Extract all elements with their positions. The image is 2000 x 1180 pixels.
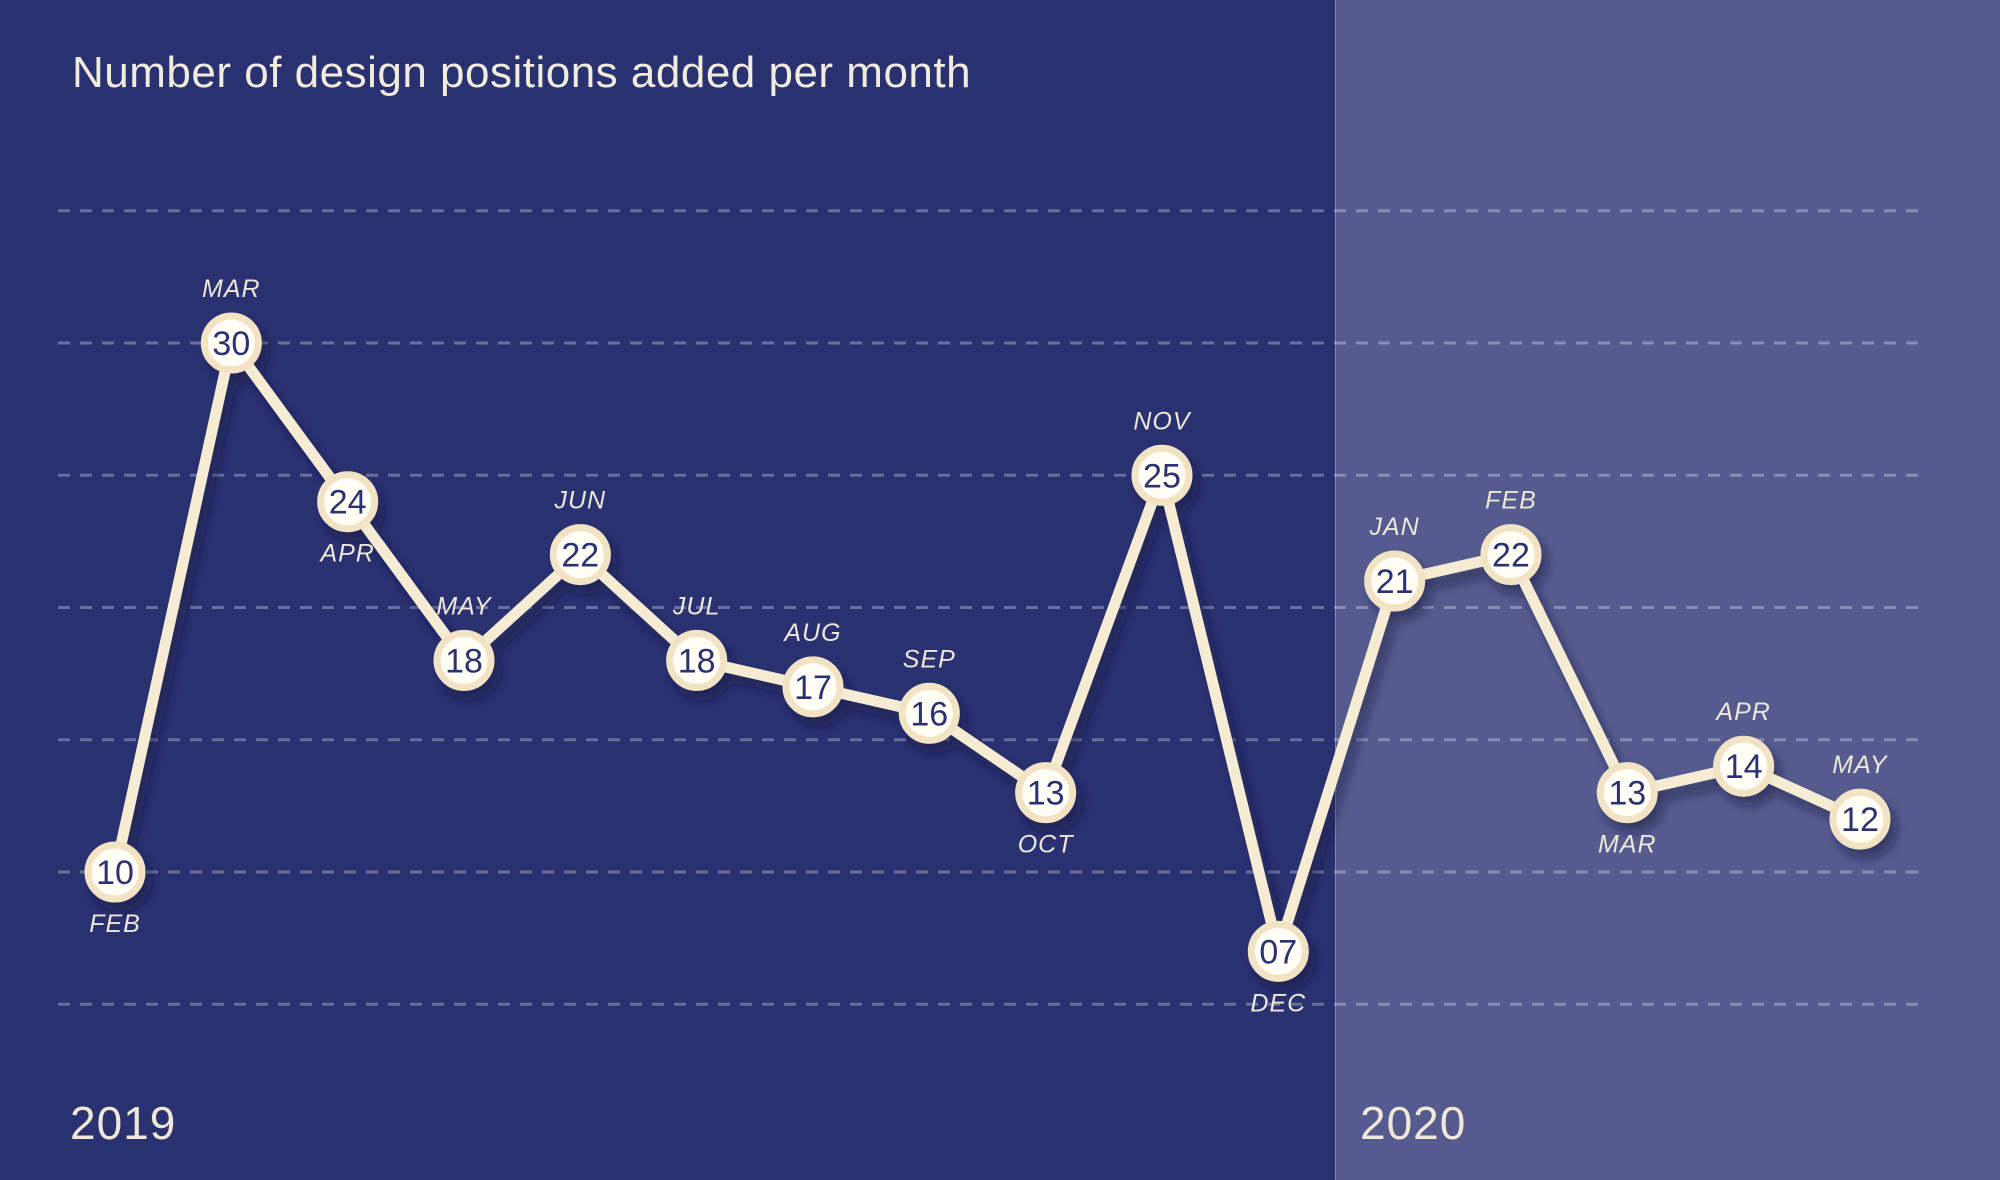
point-value-nov-2019: 25 xyxy=(1143,457,1181,495)
point-value-oct-2019: 13 xyxy=(1027,775,1065,813)
point-value-mar-2019: 30 xyxy=(212,325,250,363)
point-marker-jul-2019 xyxy=(666,629,728,691)
point-value-may-2019: 18 xyxy=(445,642,483,680)
month-label-jan-2020: JAN xyxy=(1369,513,1420,541)
point-value-feb-2020: 22 xyxy=(1492,537,1530,575)
month-label-may-2020: MAY xyxy=(1832,751,1889,779)
point-marker-mar-2019 xyxy=(200,312,262,374)
point-marker-apr-2019 xyxy=(317,471,379,533)
chart-title: Number of design positions added per mon… xyxy=(72,48,972,97)
year-2020-panel xyxy=(1335,0,2000,1180)
month-label-may-2019: MAY xyxy=(436,592,493,620)
point-marker-apr-2020 xyxy=(1713,735,1775,797)
point-marker-feb-2019 xyxy=(84,841,146,903)
point-marker-nov-2019 xyxy=(1131,444,1193,506)
month-label-aug-2019: AUG xyxy=(782,619,841,647)
month-label-mar-2020: MAR xyxy=(1598,831,1657,859)
point-marker-sep-2019 xyxy=(898,682,960,744)
point-value-may-2020: 12 xyxy=(1841,801,1879,839)
point-value-dec-2019: 07 xyxy=(1259,933,1297,971)
month-label-jun-2019: JUN xyxy=(554,487,607,515)
point-value-apr-2020: 14 xyxy=(1725,748,1763,786)
trend-line xyxy=(109,337,1866,957)
month-label-feb-2019: FEB xyxy=(89,910,141,938)
trend-line-group xyxy=(84,312,1891,982)
point-marker-feb-2020 xyxy=(1480,524,1542,586)
point-labels: 10 FEB 30 MAR 24 APR 18 MAY 22 JUN 18 JUL 17 AUG 16 SEP… xyxy=(89,275,1889,1017)
gridlines xyxy=(58,209,1923,1006)
point-marker-dec-2019 xyxy=(1247,920,1309,982)
point-value-aug-2019: 17 xyxy=(794,669,832,707)
point-value-jan-2020: 21 xyxy=(1376,563,1414,601)
month-label-mar-2019: MAR xyxy=(202,275,261,303)
month-label-nov-2019: NOV xyxy=(1133,407,1192,435)
point-value-apr-2019: 24 xyxy=(329,484,367,522)
point-marker-may-2019 xyxy=(433,629,495,691)
point-value-feb-2019: 10 xyxy=(96,854,134,892)
point-value-jun-2019: 22 xyxy=(561,537,599,575)
point-marker-aug-2019 xyxy=(782,656,844,718)
point-marker-jun-2019 xyxy=(549,524,611,586)
point-value-sep-2019: 16 xyxy=(910,695,948,733)
point-marker-may-2020 xyxy=(1829,788,1891,850)
point-marker-oct-2019 xyxy=(1015,762,1077,824)
month-label-sep-2019: SEP xyxy=(903,645,956,673)
month-label-dec-2019: DEC xyxy=(1250,989,1306,1017)
year-label-2020: 2020 xyxy=(1360,1097,1467,1149)
point-marker-jan-2020 xyxy=(1364,550,1426,612)
point-value-jul-2019: 18 xyxy=(678,642,716,680)
point-value-mar-2020: 13 xyxy=(1608,775,1646,813)
point-marker-mar-2020 xyxy=(1596,762,1658,824)
month-label-oct-2019: OCT xyxy=(1018,831,1075,859)
month-label-apr-2019: APR xyxy=(318,540,374,568)
month-label-feb-2020: FEB xyxy=(1485,487,1537,515)
month-label-jul-2019: JUL xyxy=(672,592,720,620)
month-label-apr-2020: APR xyxy=(1714,698,1770,726)
year-label-2019: 2019 xyxy=(70,1097,177,1149)
